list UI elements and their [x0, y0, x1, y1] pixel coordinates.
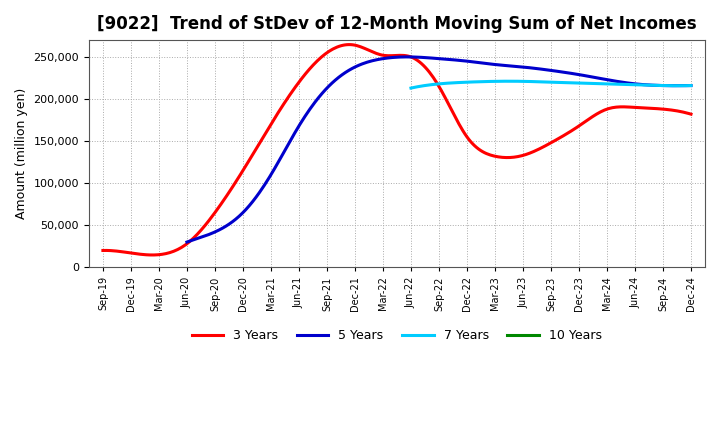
3 Years [148, 252, 156, 257]
Y-axis label: Amount (million yen): Amount (million yen) [15, 88, 28, 219]
5 Years [184, 239, 193, 244]
7 Years [408, 85, 416, 91]
3 Years [101, 248, 109, 253]
5 Years [403, 54, 412, 59]
Line: 5 Years: 5 Years [187, 57, 691, 242]
7 Years [687, 83, 696, 88]
3 Years [598, 108, 607, 114]
3 Years [99, 248, 107, 253]
5 Years [482, 61, 491, 66]
5 Years [492, 62, 501, 67]
3 Years [462, 134, 471, 139]
7 Years [505, 79, 513, 84]
Line: 3 Years: 3 Years [103, 44, 691, 255]
7 Years [644, 82, 652, 88]
5 Years [687, 83, 696, 88]
Line: 7 Years: 7 Years [411, 81, 691, 88]
Legend: 3 Years, 5 Years, 7 Years, 10 Years: 3 Years, 5 Years, 7 Years, 10 Years [187, 324, 607, 348]
7 Years [575, 81, 583, 86]
3 Years [451, 114, 459, 119]
3 Years [344, 42, 353, 47]
5 Years [641, 82, 649, 88]
Title: [9022]  Trend of StDev of 12-Month Moving Sum of Net Incomes: [9022] Trend of StDev of 12-Month Moving… [97, 15, 697, 33]
5 Years [183, 239, 192, 245]
3 Years [636, 105, 644, 110]
5 Years [609, 78, 618, 84]
5 Years [485, 61, 493, 66]
7 Years [407, 85, 415, 91]
7 Years [579, 81, 588, 86]
3 Years [687, 111, 696, 117]
7 Years [573, 81, 582, 86]
7 Years [662, 83, 670, 88]
3 Years [453, 117, 462, 123]
